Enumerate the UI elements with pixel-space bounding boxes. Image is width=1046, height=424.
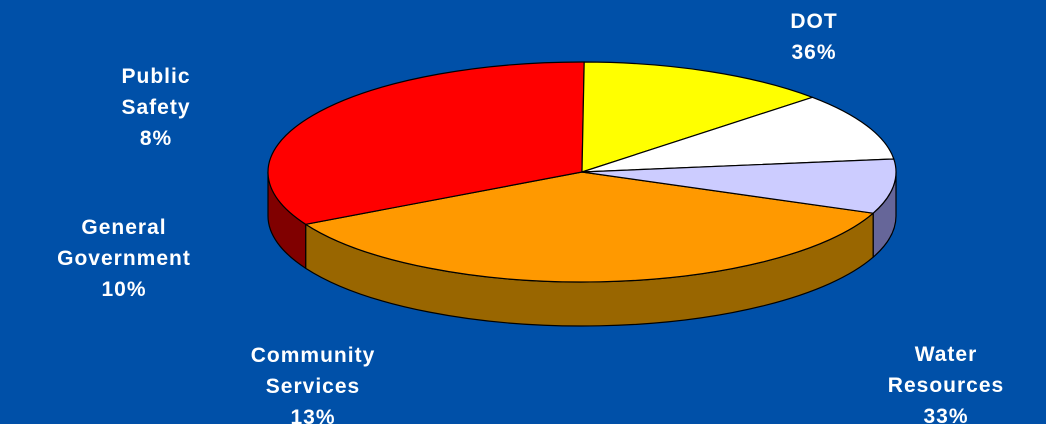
- slice-label-dot: DOT 36%: [790, 6, 837, 68]
- pie-slice-water-resources: [267, 61, 585, 225]
- slice-label-community-services: Community Services 13%: [251, 340, 376, 424]
- pie-slice-dot: [305, 171, 874, 283]
- slice-label-line: Services: [265, 375, 361, 398]
- slice-percent: 8%: [139, 127, 173, 150]
- slice-label-line: DOT: [790, 10, 838, 33]
- slice-label-line: Safety: [121, 96, 191, 119]
- slice-label-line: Water: [914, 343, 978, 366]
- pie-slice-general-government: [581, 96, 895, 173]
- slice-percent: 10%: [101, 278, 147, 301]
- pie-slice-community-services: [581, 61, 813, 173]
- slice-label-general-government: General Government 10%: [57, 212, 191, 305]
- slice-label-line: General: [81, 216, 167, 239]
- slice-label-line: Public: [121, 65, 191, 88]
- slice-label-line: Resources: [887, 374, 1005, 397]
- slice-percent: 36%: [791, 41, 837, 64]
- slice-label-line: Community: [250, 344, 376, 367]
- slice-percent: 13%: [290, 406, 336, 424]
- slice-label-water-resources: Water Resources 33%: [888, 339, 1004, 424]
- slice-percent: 33%: [923, 405, 969, 424]
- pie-slice-public-safety: [581, 158, 897, 214]
- slice-label-line: Government: [57, 247, 191, 270]
- slice-label-public-safety: Public Safety 8%: [121, 61, 190, 154]
